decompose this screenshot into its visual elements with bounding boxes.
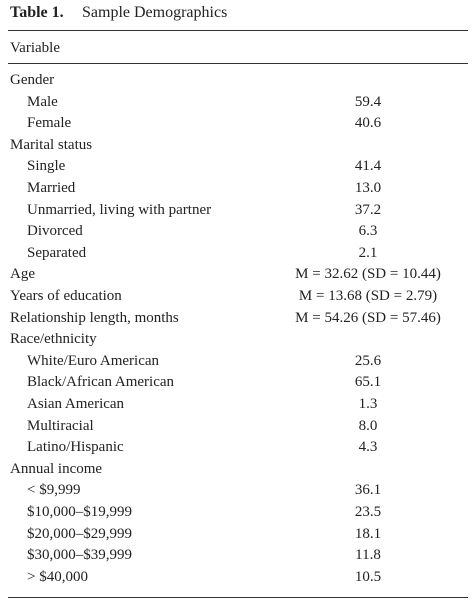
- item-value: 41.4: [354, 158, 382, 175]
- top-rule: [8, 30, 468, 31]
- row-label: Relationship length, months: [10, 309, 179, 326]
- item-label: Asian American: [27, 396, 125, 412]
- item-label: Unmarried, living with partner: [27, 201, 212, 218]
- item-value: 1.3: [358, 396, 378, 412]
- item-value: 59.4: [354, 93, 382, 110]
- item-label: $10,000–$19,999: [27, 504, 132, 520]
- item-label: White/Euro American: [27, 352, 160, 369]
- row-label: Gender: [10, 72, 55, 88]
- item-value: 11.8: [355, 547, 381, 564]
- item-value: 8.0: [358, 417, 378, 434]
- item-value: 2.1: [358, 244, 378, 261]
- item-label: Male: [27, 93, 58, 110]
- header-rule: [8, 63, 468, 64]
- item-value: 4.3: [358, 439, 378, 456]
- item-label: Married: [27, 180, 76, 196]
- item-value: 40.6: [354, 115, 382, 132]
- item-value: 10.5: [354, 568, 382, 585]
- item-label: Single: [27, 158, 66, 175]
- item-label: > $40,000: [27, 568, 88, 585]
- row-label: Race/ethnicity: [10, 331, 97, 348]
- table-label: Table 1.: [10, 4, 64, 21]
- item-label: Black/African American: [27, 374, 175, 391]
- item-label: Divorced: [27, 223, 83, 240]
- item-value: 13.0: [354, 180, 382, 196]
- row-label: Annual income: [10, 460, 103, 477]
- item-label: Multiracial: [27, 417, 94, 434]
- item-value: 18.1: [354, 525, 382, 542]
- item-label: $20,000–$29,999: [27, 525, 132, 542]
- item-label: Latino/Hispanic: [27, 439, 124, 456]
- column-header: Variable: [10, 40, 60, 56]
- item-label: < $9,999: [27, 482, 81, 499]
- row-value: M = 32.62 (SD = 10.44): [295, 266, 441, 283]
- table-title: Sample Demographics: [82, 4, 228, 21]
- row-label: Years of education: [10, 288, 122, 304]
- item-label: $30,000–$39,999: [27, 547, 132, 564]
- row-value: M = 13.68 (SD = 2.79): [298, 288, 438, 304]
- item-value: 36.1: [354, 482, 382, 499]
- row-value: M = 54.26 (SD = 57.46): [295, 309, 441, 326]
- item-value: 37.2: [354, 201, 382, 218]
- item-value: 6.3: [358, 223, 378, 240]
- row-label: Marital status: [10, 136, 93, 153]
- item-value: 25.6: [354, 352, 382, 369]
- item-label: Female: [27, 115, 72, 132]
- row-label: Age: [10, 266, 35, 283]
- bottom-rule: [8, 597, 468, 598]
- item-label: Separated: [27, 244, 87, 261]
- item-value: 65.1: [354, 374, 382, 391]
- item-value: 23.5: [354, 504, 382, 520]
